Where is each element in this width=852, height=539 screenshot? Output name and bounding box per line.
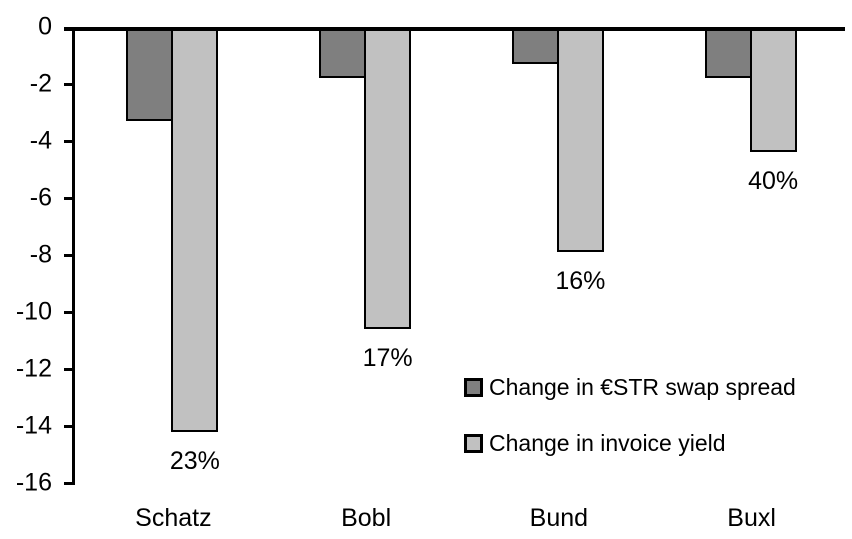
bar-change-in-invoice-yield-bund — [556, 27, 604, 253]
bar-percentage-label-schatz: 23% — [169, 446, 220, 475]
y-axis-tick-label: -16 — [15, 468, 52, 497]
legend-swatch-invoice-yield-icon — [464, 434, 483, 453]
y-axis-tick-mark — [64, 424, 74, 428]
y-axis-tick-mark — [64, 310, 74, 314]
legend-item-swap-spread: Change in €STR swap spread — [464, 376, 796, 399]
bar-change-in-invoice-yield-schatz — [171, 27, 219, 432]
legend-label-swap-spread: Change in €STR swap spread — [489, 374, 796, 400]
x-axis-category-label-buxl: Buxl — [727, 504, 776, 532]
x-axis-category-label-bobl: Bobl — [341, 504, 392, 532]
y-axis-tick-mark — [64, 481, 74, 485]
y-axis-tick-mark — [64, 367, 74, 371]
x-axis-category-label-schatz: Schatz — [135, 504, 212, 532]
y-axis-tick-mark — [64, 196, 74, 200]
bar-change-in-str-swap-spread-bobl — [319, 27, 367, 79]
y-axis-tick-mark — [64, 253, 74, 257]
y-axis-tick-label: -8 — [29, 240, 52, 269]
bar-change-in-invoice-yield-bobl — [364, 27, 412, 330]
y-axis-tick-label: 0 — [38, 12, 52, 41]
bar-percentage-label-buxl: 40% — [748, 167, 799, 196]
legend-item-invoice-yield: Change in invoice yield — [464, 432, 796, 455]
legend: Change in €STR swap spread Change in inv… — [464, 376, 796, 455]
legend-label-invoice-yield: Change in invoice yield — [489, 430, 726, 456]
y-axis-tick-label: -10 — [15, 297, 52, 326]
bar-change-in-str-swap-spread-buxl — [704, 27, 752, 79]
y-axis-tick-mark — [64, 139, 74, 143]
legend-swatch-swap-spread-icon — [464, 378, 483, 397]
x-axis-category-label-bund: Bund — [529, 504, 589, 532]
bar-change-in-invoice-yield-buxl — [749, 27, 797, 153]
y-axis-tick-label: -14 — [15, 411, 52, 440]
bar-percentage-label-bund: 16% — [555, 267, 606, 296]
bar-change-in-str-swap-spread-bund — [511, 27, 559, 65]
bar-change-in-str-swap-spread-schatz — [126, 27, 174, 122]
y-axis-tick-mark — [64, 82, 74, 86]
y-axis-tick-label: -12 — [15, 354, 52, 383]
y-axis-tick-label: -2 — [29, 69, 52, 98]
y-axis-tick-label: -4 — [29, 126, 52, 155]
zero-baseline — [64, 27, 845, 31]
y-axis-tick-label: -6 — [29, 183, 52, 212]
bar-percentage-label-bobl: 17% — [362, 344, 413, 373]
